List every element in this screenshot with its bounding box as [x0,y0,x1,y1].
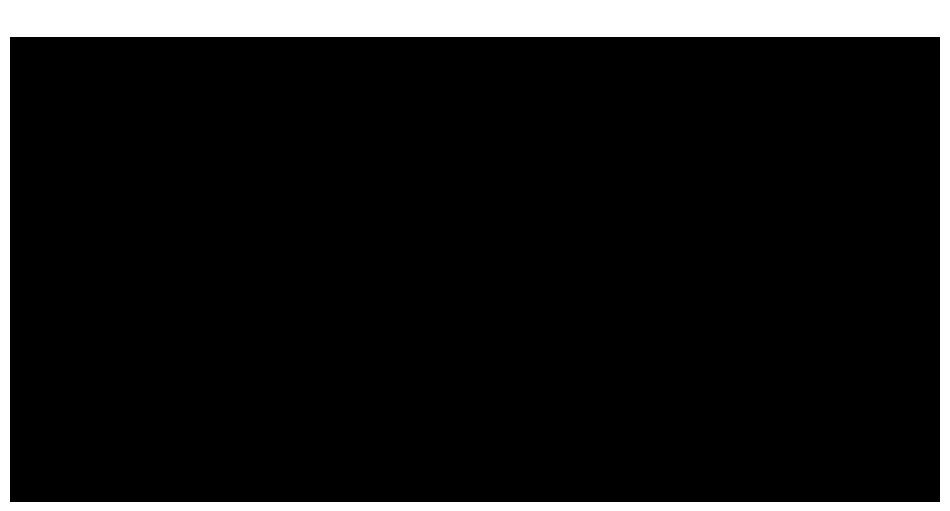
wordcloud-canvas [10,37,940,502]
wordcloud-svg [10,37,940,502]
